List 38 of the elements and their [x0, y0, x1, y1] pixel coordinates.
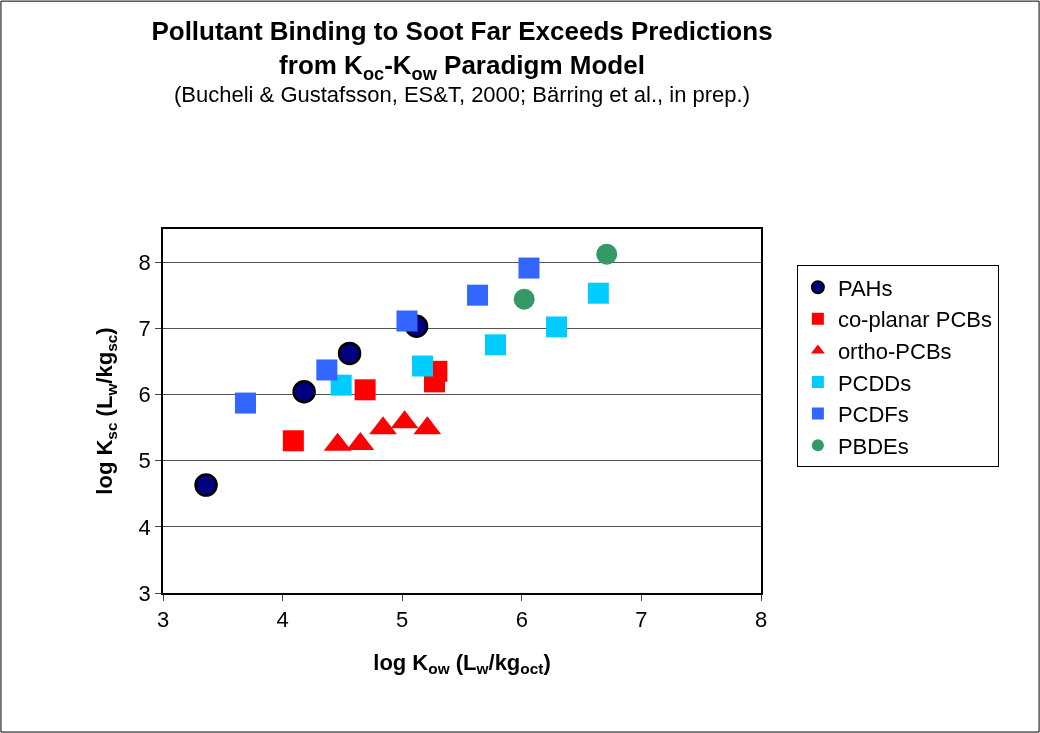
point	[282, 430, 304, 452]
point	[292, 380, 316, 404]
x-axis-title: log K$_{ow}$ (L$_{w}$/kg$_{oct}$)	[373, 649, 551, 678]
legend-label: PCDDs	[837, 370, 912, 396]
point	[513, 288, 535, 310]
x-tick-label: 8	[754, 607, 768, 633]
y-tick-label: 5	[138, 448, 151, 474]
legend-label: PCDFs	[837, 402, 909, 428]
point	[235, 392, 257, 414]
point	[330, 374, 352, 396]
y-tick-label: 3	[138, 580, 151, 606]
y-tick-label: 4	[138, 514, 151, 540]
point	[596, 243, 618, 265]
point	[484, 334, 506, 356]
point	[396, 310, 418, 332]
x-tick-label: 4	[276, 607, 289, 633]
legend-label: PBDEs	[837, 433, 909, 459]
point	[412, 355, 434, 377]
y-tick-label: 6	[138, 382, 151, 408]
x-tick-label: 3	[156, 607, 170, 633]
x-tick-label: 7	[635, 607, 648, 633]
chart-subtitle: (Bucheli & Gustafsson, ES&T, 2000; Bärring et al., in prep.)	[174, 82, 750, 107]
x-tick-label: 5	[396, 607, 409, 633]
y-tick-label: 8	[138, 249, 151, 275]
x-tick-label: 6	[515, 607, 528, 633]
point	[337, 341, 362, 366]
y-tick-label: 7	[138, 315, 151, 341]
point	[467, 284, 489, 306]
legend-label: co-planar PCBs	[837, 307, 992, 333]
point	[194, 473, 218, 497]
point	[316, 359, 338, 381]
point	[518, 257, 540, 279]
point	[545, 316, 567, 338]
legend-label: PAHs	[837, 275, 893, 301]
legend-label: ortho-PCBs	[837, 338, 952, 364]
chart-title: Pollutant Binding to Soot Far Exceeds Predictions from K$_{oc}$-K$_{ow}$ Paradigm Model	[151, 16, 773, 84]
point	[587, 282, 609, 304]
point	[354, 379, 376, 401]
